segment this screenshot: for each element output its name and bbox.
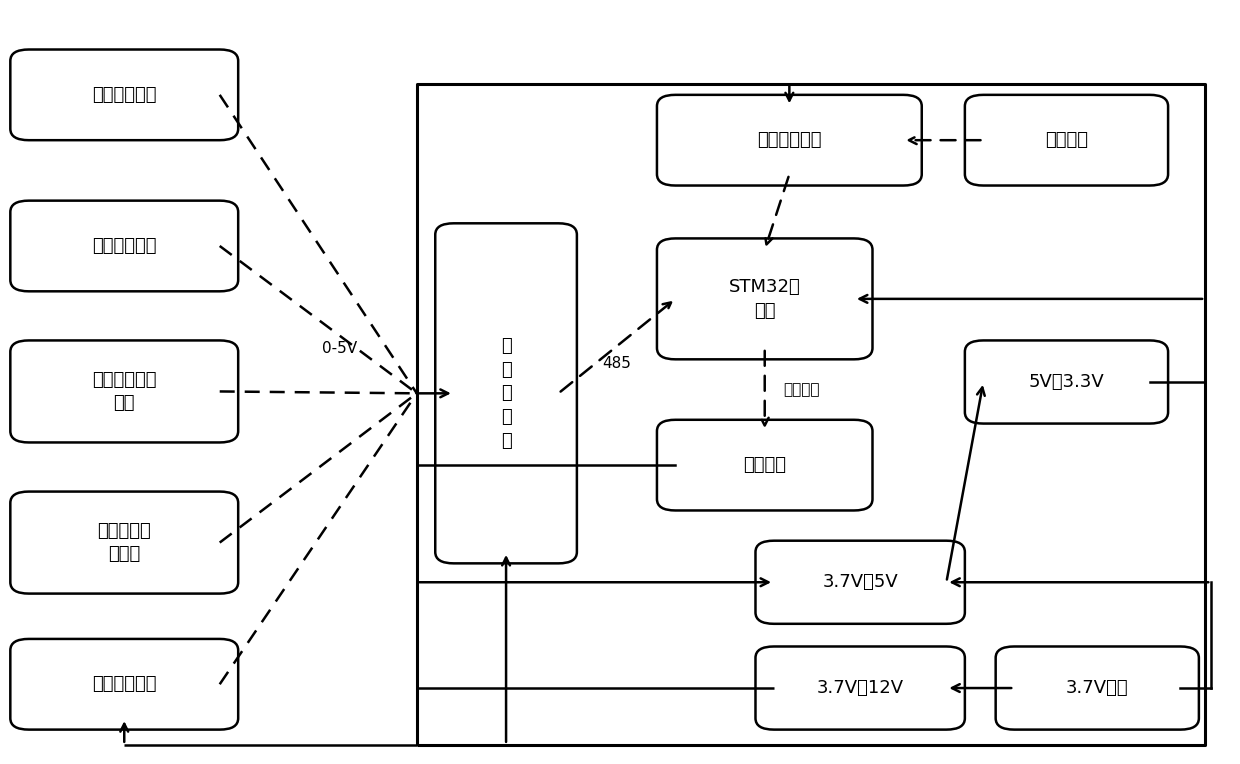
- FancyBboxPatch shape: [10, 201, 238, 291]
- Text: 给进入口压力: 给进入口压力: [92, 86, 156, 104]
- Text: 主轴转速: 主轴转速: [1045, 131, 1087, 149]
- FancyBboxPatch shape: [657, 238, 873, 359]
- Text: 存储模块: 存储模块: [743, 456, 786, 474]
- FancyBboxPatch shape: [755, 541, 965, 624]
- FancyBboxPatch shape: [435, 223, 577, 563]
- FancyBboxPatch shape: [10, 341, 238, 442]
- Text: 485: 485: [603, 356, 631, 371]
- FancyBboxPatch shape: [10, 639, 238, 730]
- Text: 数
据
采
集
卡: 数 据 采 集 卡: [501, 337, 511, 449]
- Text: 3.7V转5V: 3.7V转5V: [822, 573, 898, 591]
- Text: 3.7V供电: 3.7V供电: [1066, 679, 1128, 697]
- FancyBboxPatch shape: [657, 419, 873, 510]
- Text: STM32单
片机: STM32单 片机: [729, 278, 801, 319]
- Text: 串口通信: 串口通信: [784, 382, 820, 397]
- FancyBboxPatch shape: [10, 491, 238, 594]
- FancyBboxPatch shape: [996, 646, 1199, 730]
- Text: 回转马达出
口压力: 回转马达出 口压力: [98, 522, 151, 563]
- Text: 回转马达进口
压力: 回转马达进口 压力: [92, 371, 156, 413]
- Text: 回转马达流量: 回转马达流量: [92, 675, 156, 693]
- Text: 0-5V: 0-5V: [321, 341, 357, 355]
- FancyBboxPatch shape: [10, 50, 238, 140]
- Text: 起拔入口压力: 起拔入口压力: [92, 237, 156, 255]
- Text: 5V转3.3V: 5V转3.3V: [1029, 373, 1105, 391]
- Text: 霍尔型传感器: 霍尔型传感器: [758, 131, 822, 149]
- Text: 3.7V转12V: 3.7V转12V: [817, 679, 904, 697]
- FancyBboxPatch shape: [657, 95, 921, 186]
- FancyBboxPatch shape: [755, 646, 965, 730]
- FancyBboxPatch shape: [965, 341, 1168, 423]
- FancyBboxPatch shape: [965, 95, 1168, 186]
